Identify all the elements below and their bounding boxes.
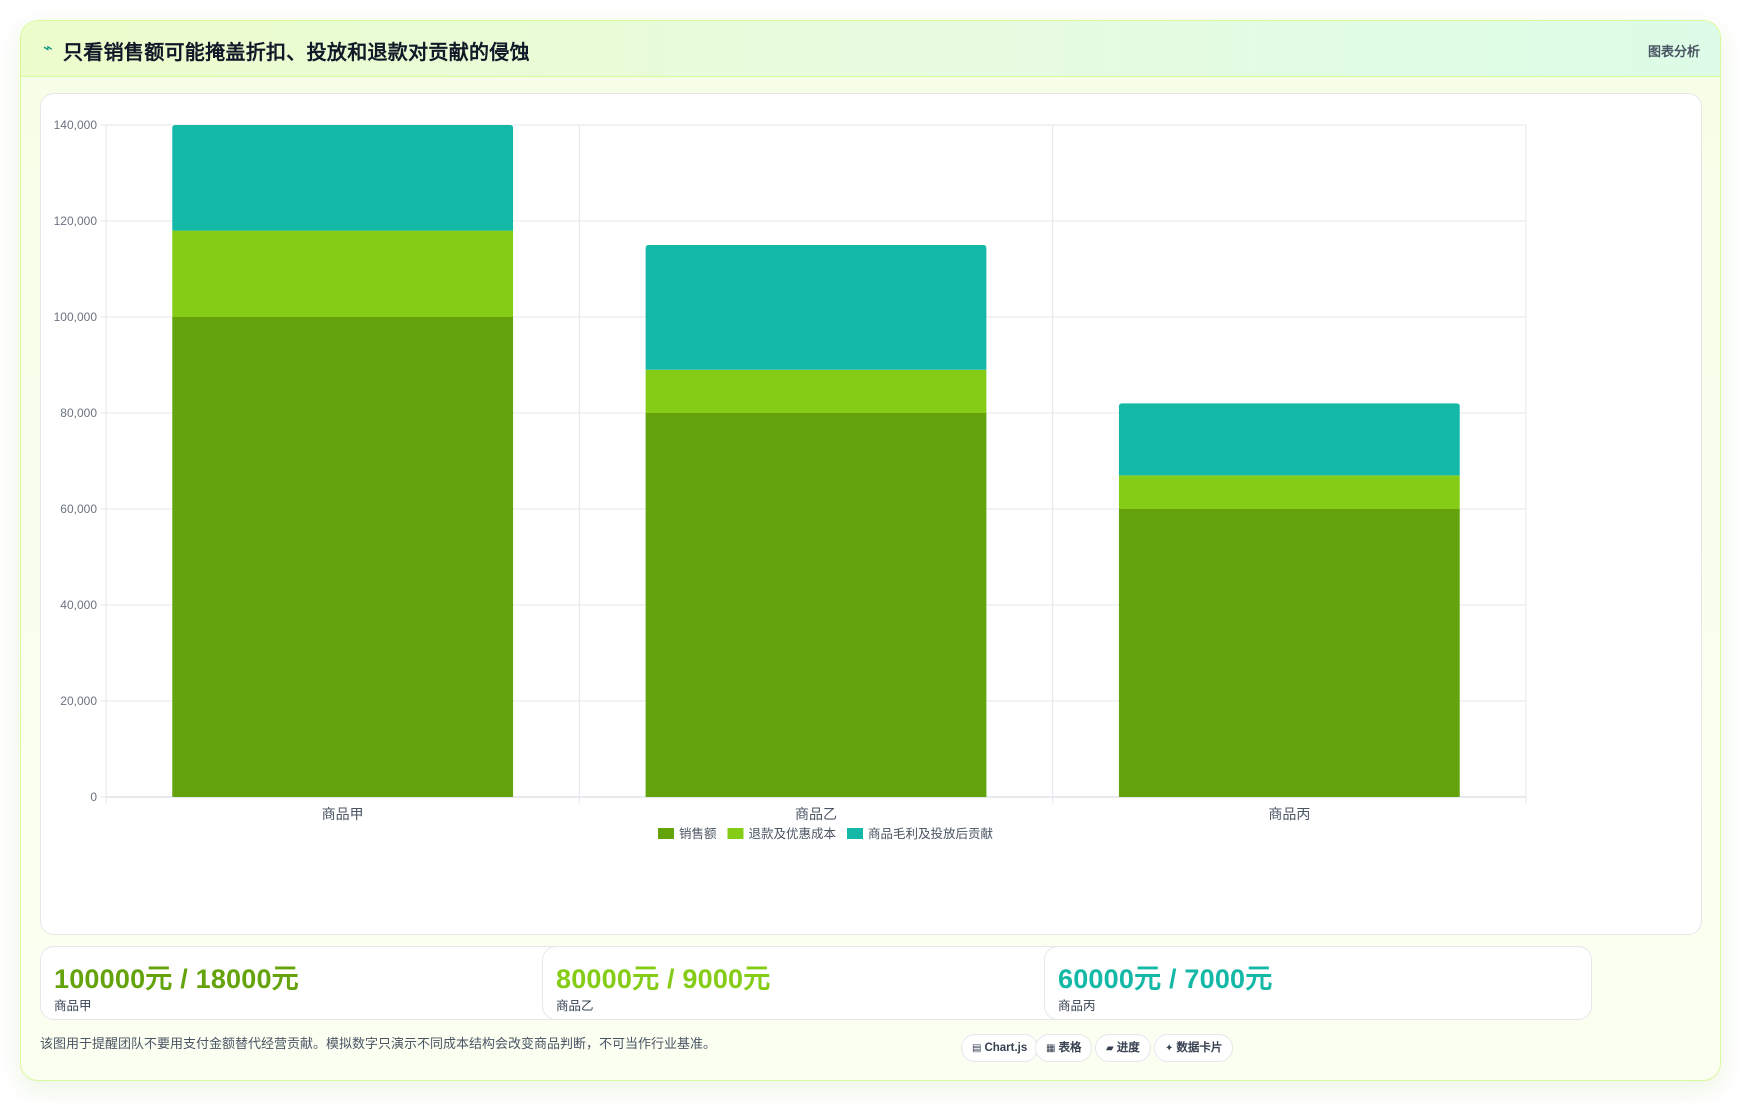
stat-card: 100000元 / 18000元 商品甲 bbox=[40, 946, 588, 1020]
header-tag: 图表分析 bbox=[1647, 44, 1700, 59]
chart-icon: ▤ bbox=[972, 1043, 982, 1054]
bar-segment bbox=[172, 317, 514, 797]
page-title: 只看销售额可能掩盖折扣、投放和退款对贡献的侵蚀 bbox=[63, 42, 530, 64]
progress-icon: ▰ bbox=[1106, 1043, 1114, 1054]
y-tick-label: 60,000 bbox=[60, 502, 97, 516]
stat-cards: 100000元 / 18000元 商品甲 80000元 / 9000元 商品乙 … bbox=[40, 946, 1702, 1020]
chip-progress[interactable]: ▰ 进度 bbox=[1095, 1034, 1151, 1062]
bar-segment bbox=[172, 230, 514, 317]
x-tick-label: 商品乙 bbox=[795, 806, 837, 822]
stat-label: 商品甲 bbox=[54, 999, 92, 1013]
legend-label: 退款及优惠成本 bbox=[749, 827, 837, 841]
y-tick-label: 0 bbox=[90, 790, 97, 804]
y-tick-label: 140,000 bbox=[54, 118, 98, 132]
y-tick-label: 40,000 bbox=[60, 598, 97, 612]
bar-segment bbox=[645, 369, 987, 413]
x-tick-label: 商品甲 bbox=[322, 806, 364, 822]
chip-label: 数据卡片 bbox=[1176, 1042, 1223, 1054]
trend-icon: ⌁ bbox=[43, 40, 53, 57]
bar-segment bbox=[1118, 475, 1460, 509]
stat-value: 80000元 / 9000元 bbox=[556, 964, 771, 994]
y-tick-label: 80,000 bbox=[60, 406, 97, 420]
bar-segment bbox=[645, 413, 987, 797]
stacked-bar-chart: 0 20,000 40,000 60,000 80,000 100,000 120,000 1… bbox=[54, 118, 1527, 841]
chart-panel: 0 20,000 40,000 60,000 80,000 100,000 120,000 1… bbox=[40, 93, 1702, 935]
table-icon: ▦ bbox=[1046, 1043, 1056, 1054]
stat-value: 100000元 / 18000元 bbox=[54, 964, 299, 994]
bar-segment bbox=[1118, 403, 1460, 476]
legend-swatch bbox=[727, 828, 744, 839]
footer-note: 该图用于提醒团队不要用支付金额替代经营贡献。模拟数字只演示不同成本结构会改变商品… bbox=[40, 1036, 717, 1051]
y-tick-label: 20,000 bbox=[60, 694, 97, 708]
chip-table[interactable]: ▦ 表格 bbox=[1035, 1034, 1093, 1062]
chip-chartjs[interactable]: ▤ Chart.js bbox=[961, 1034, 1039, 1062]
y-tick-label: 120,000 bbox=[54, 214, 98, 228]
bar-segment bbox=[645, 245, 987, 370]
stat-card: 80000元 / 9000元 商品乙 bbox=[542, 946, 1090, 1020]
sparkle-icon: ✦ bbox=[1165, 1043, 1174, 1054]
bar-segment bbox=[172, 125, 514, 231]
legend-swatch bbox=[847, 828, 863, 839]
legend-label: 商品毛利及投放后贡献 bbox=[868, 826, 993, 841]
chip-label: 进度 bbox=[1116, 1042, 1140, 1054]
bar-segment bbox=[1118, 509, 1460, 797]
card-header: ⌁ 只看销售额可能掩盖折扣、投放和退款对贡献的侵蚀 图表分析 bbox=[21, 21, 1720, 77]
stat-label: 商品丙 bbox=[1058, 999, 1096, 1013]
chip-data-card[interactable]: ✦ 数据卡片 bbox=[1154, 1034, 1234, 1062]
chart-card: ⌁ 只看销售额可能掩盖折扣、投放和退款对贡献的侵蚀 图表分析 0 20,000 40… bbox=[20, 20, 1721, 1081]
chip-label: Chart.js bbox=[984, 1042, 1028, 1054]
stat-label: 商品乙 bbox=[556, 999, 594, 1013]
stat-card: 60000元 / 7000元 商品丙 bbox=[1044, 946, 1592, 1020]
legend-label: 销售额 bbox=[679, 826, 717, 841]
legend-swatch bbox=[658, 828, 674, 839]
x-tick-label: 商品丙 bbox=[1268, 806, 1310, 822]
stat-value: 60000元 / 7000元 bbox=[1058, 964, 1273, 994]
chip-label: 表格 bbox=[1058, 1042, 1082, 1054]
y-tick-label: 100,000 bbox=[54, 310, 98, 324]
